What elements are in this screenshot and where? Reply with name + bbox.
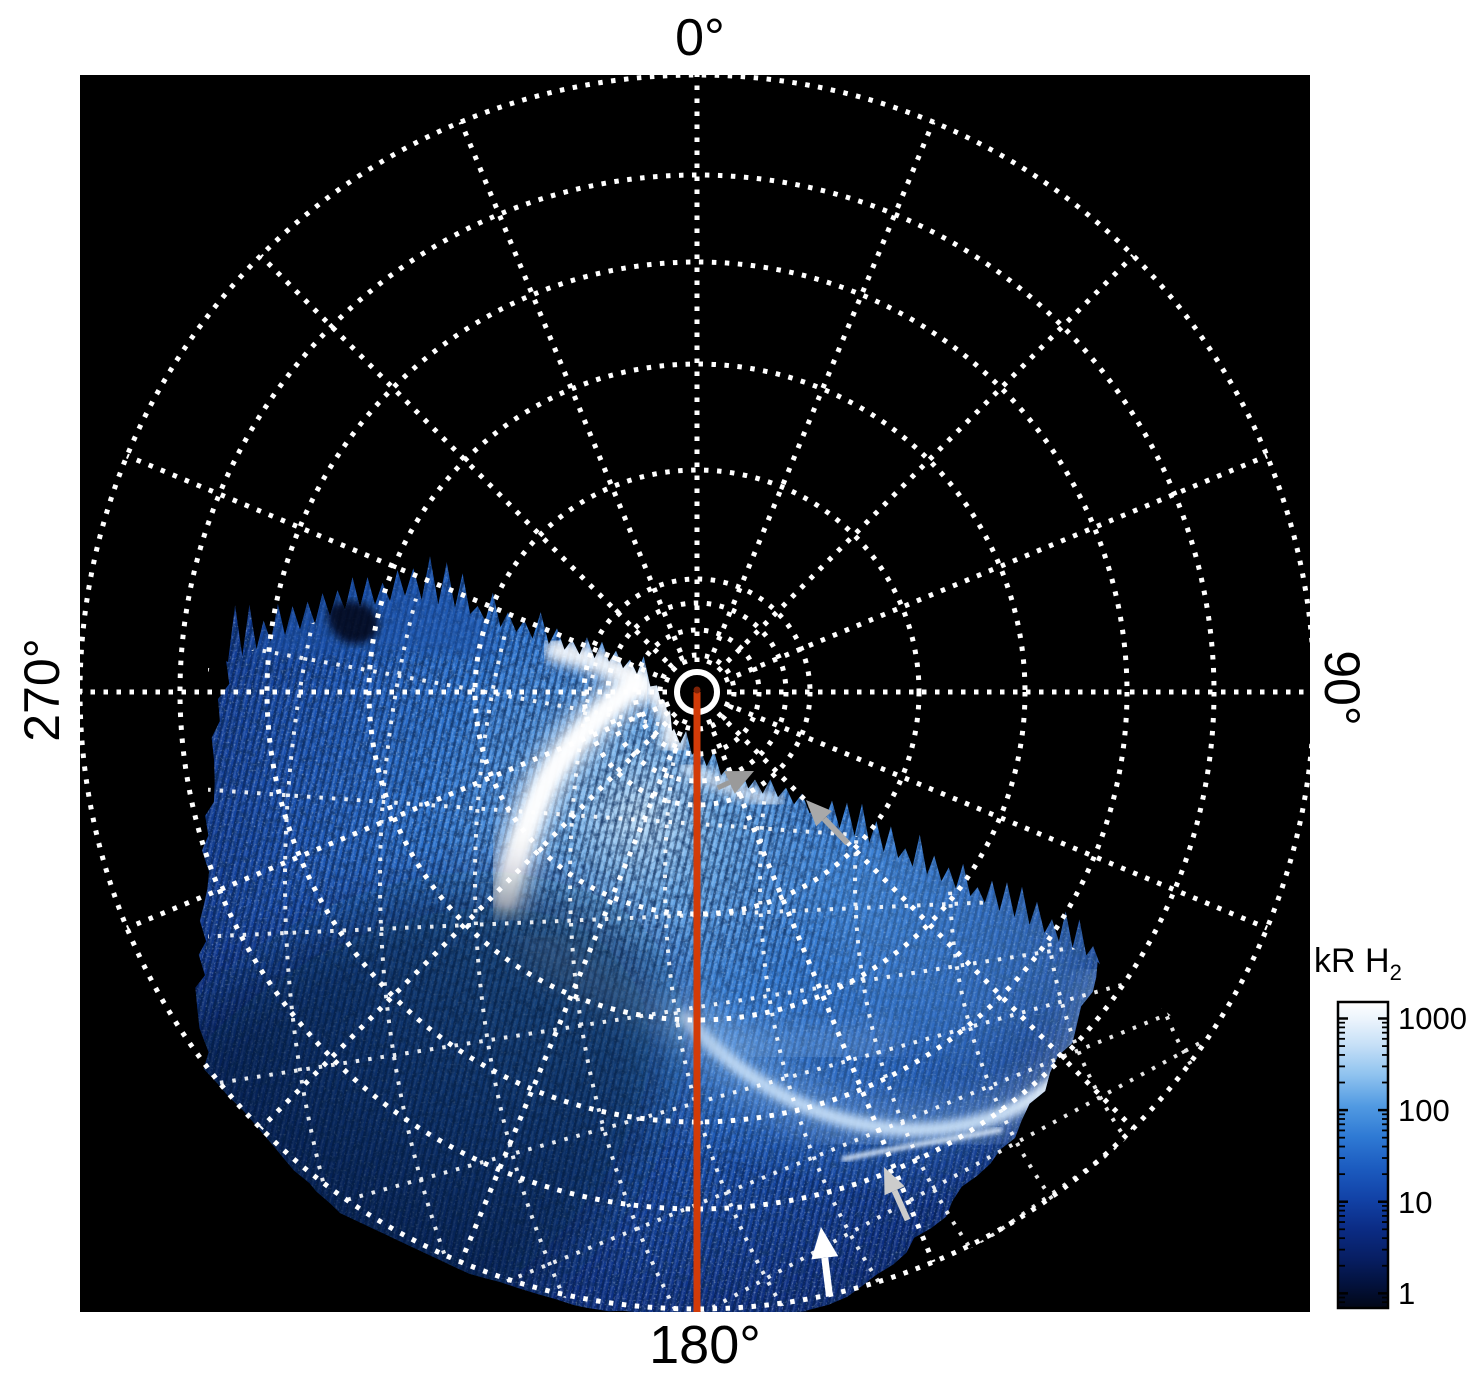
colorbar — [1336, 1000, 1390, 1310]
gray-arrow-upper — [806, 800, 850, 846]
colorbar-ticks — [1339, 1017, 1387, 1309]
gray-arrow-bottom — [884, 1167, 911, 1222]
colorbar-tick-10: 10 — [1398, 1184, 1433, 1220]
angle-label-270: 270° — [14, 638, 70, 742]
colorbar-tick-1000: 1000 — [1398, 1001, 1467, 1037]
gray-arrowhead-upper — [716, 771, 754, 794]
colorbar-title: kR H2 — [1314, 942, 1402, 985]
colorbar-gradient — [1336, 1000, 1390, 1310]
annotation-arrows — [716, 771, 911, 1297]
colorbar-tick-100: 100 — [1398, 1093, 1450, 1129]
polar-grid — [80, 75, 1310, 1312]
white-arrow-bottom — [811, 1227, 839, 1297]
angle-label-0: 0° — [675, 9, 725, 67]
colorbar-tick-1: 1 — [1398, 1276, 1416, 1312]
angle-label-90: 90° — [1314, 650, 1370, 726]
angle-label-180: 180° — [649, 1315, 761, 1375]
colorbar-title-subscript: 2 — [1389, 959, 1402, 985]
